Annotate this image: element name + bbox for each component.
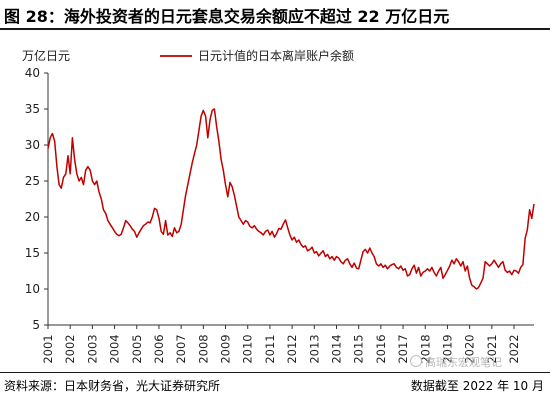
data-as-of-note: 数据截至 2022 年 10 月 — [410, 379, 544, 393]
circle-logo-icon — [410, 355, 422, 367]
y-axis-label: 万亿日元 — [22, 48, 70, 63]
x-tick-label: 2001 — [41, 334, 55, 363]
y-tick-label: 30 — [25, 138, 40, 152]
y-tick-label: 35 — [25, 102, 40, 116]
watermark-text: 高瑞东宏观笔记 — [425, 356, 502, 369]
x-tick-label: 2020 — [463, 334, 477, 363]
title-divider — [0, 28, 550, 30]
chart-series — [47, 108, 535, 290]
x-tick-label: 2022 — [507, 334, 521, 363]
x-tick-label: 2004 — [108, 334, 122, 363]
x-tick-label: 2021 — [485, 334, 499, 363]
figure-title: 图 28：海外投资者的日元套息交易余额应不超过 22 万亿日元 — [4, 7, 450, 26]
x-tick-label: 2005 — [130, 334, 144, 363]
x-tick-label: 2009 — [219, 334, 233, 363]
footer-divider — [0, 372, 550, 373]
x-tick-label: 2010 — [241, 334, 255, 363]
y-tick-label: 20 — [25, 210, 40, 224]
x-tick-label: 2003 — [85, 334, 99, 363]
x-tick-label: 2018 — [418, 334, 432, 363]
series-line — [47, 108, 535, 290]
y-tick-label: 5 — [32, 318, 40, 332]
y-tick-label: 15 — [25, 246, 40, 260]
x-tick-label: 2019 — [440, 334, 454, 363]
x-tick-label: 2014 — [329, 334, 343, 363]
source-note: 资料来源：日本财务省，光大证券研究所 — [4, 379, 221, 393]
x-tick-label: 2007 — [174, 334, 188, 363]
x-tick-label: 2008 — [196, 334, 210, 363]
x-tick-label: 2011 — [263, 334, 277, 363]
x-tick-label: 2012 — [285, 334, 299, 363]
x-tick-label: 2002 — [63, 334, 77, 363]
x-tick-label: 2006 — [152, 334, 166, 363]
y-tick-label: 10 — [25, 282, 40, 296]
x-tick-label: 2015 — [352, 334, 366, 363]
chart-axes: 5 10 15 20 25 30 35 40 万亿日元 2001 2002 2003 2004 2005 2… — [22, 48, 534, 364]
legend-label: 日元计值的日本离岸账户余额 — [198, 48, 354, 63]
x-tick-label: 2016 — [374, 334, 388, 363]
chart-legend: 日元计值的日本离岸账户余额 — [160, 48, 354, 63]
x-tick-label: 2013 — [307, 334, 321, 363]
x-tick-label: 2017 — [396, 334, 410, 363]
y-tick-label: 40 — [25, 66, 40, 80]
y-tick-label: 25 — [25, 174, 40, 188]
